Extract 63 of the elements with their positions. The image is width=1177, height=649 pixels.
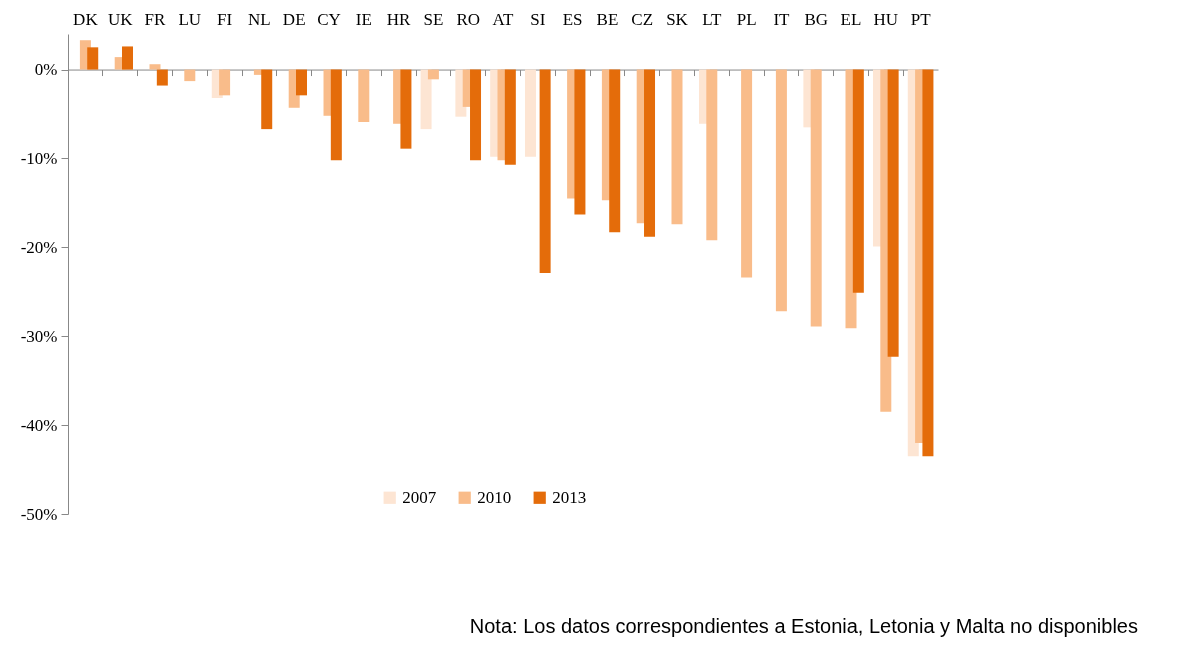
bar: [887, 69, 899, 357]
x-tick-label: FR: [144, 9, 167, 29]
x-tick-label: SE: [423, 9, 444, 29]
bar: [574, 69, 586, 215]
bar: [671, 69, 683, 225]
x-tick-label: RO: [456, 9, 481, 29]
x-tick-label: BE: [596, 9, 619, 29]
x-tick-label: DK: [73, 9, 99, 29]
bar: [184, 69, 196, 82]
x-tick-label: SI: [530, 9, 546, 29]
y-tick-label: -50%: [20, 504, 58, 524]
bar: [87, 47, 99, 70]
bar: [156, 69, 168, 86]
bar: [609, 69, 621, 233]
bar: [539, 69, 551, 274]
bar: [741, 69, 753, 278]
x-tick-label: AT: [492, 9, 514, 29]
y-tick-label: -10%: [20, 148, 58, 168]
bar: [358, 69, 370, 122]
y-tick-label: -30%: [20, 326, 58, 346]
bar: [470, 69, 482, 161]
x-tick-label: CZ: [631, 9, 654, 29]
bar: [852, 69, 864, 293]
x-tick-label: IE: [355, 9, 372, 29]
x-tick-label: CY: [317, 9, 341, 29]
x-tick-label: LT: [702, 9, 723, 29]
x-tick-label: NL: [248, 9, 271, 29]
x-tick-label: HU: [873, 9, 899, 29]
x-tick-label: ES: [562, 9, 583, 29]
bar: [706, 69, 718, 241]
bar: [330, 69, 342, 161]
x-tick-label: PL: [736, 9, 757, 29]
bar: [504, 69, 516, 165]
x-tick-label: EL: [840, 9, 862, 29]
x-tick-label: UK: [107, 9, 134, 29]
bar: [644, 69, 656, 237]
x-tick-label: LU: [178, 9, 202, 29]
x-tick-label: SK: [666, 9, 689, 29]
legend-label: 2010: [477, 487, 512, 507]
y-tick-label: -20%: [20, 237, 58, 257]
bar: [149, 64, 161, 70]
bar: [420, 69, 432, 130]
bar: [810, 69, 822, 327]
y-tick-label: 0%: [34, 60, 58, 80]
x-tick-label: IT: [773, 9, 791, 29]
bar: [400, 69, 412, 149]
bar: [261, 69, 273, 130]
x-tick-label: HR: [386, 9, 412, 29]
legend-label: 2013: [552, 487, 587, 507]
x-tick-label: PT: [910, 9, 932, 29]
x-tick-label: FI: [217, 9, 233, 29]
bar: [524, 69, 536, 157]
text: Nota: Los datos correspondientes a Estonia, Letonia y Malta no disponibles: [469, 615, 1138, 637]
x-tick-label: BG: [804, 9, 829, 29]
bar: [775, 69, 787, 312]
bar: [296, 69, 308, 96]
y-tick-label: -40%: [20, 415, 58, 435]
legend-label: 2007: [402, 487, 437, 507]
bar: [922, 69, 934, 457]
bar: [427, 69, 439, 80]
x-tick-label: DE: [282, 9, 306, 29]
bar: [219, 69, 231, 96]
bar: [122, 46, 134, 70]
